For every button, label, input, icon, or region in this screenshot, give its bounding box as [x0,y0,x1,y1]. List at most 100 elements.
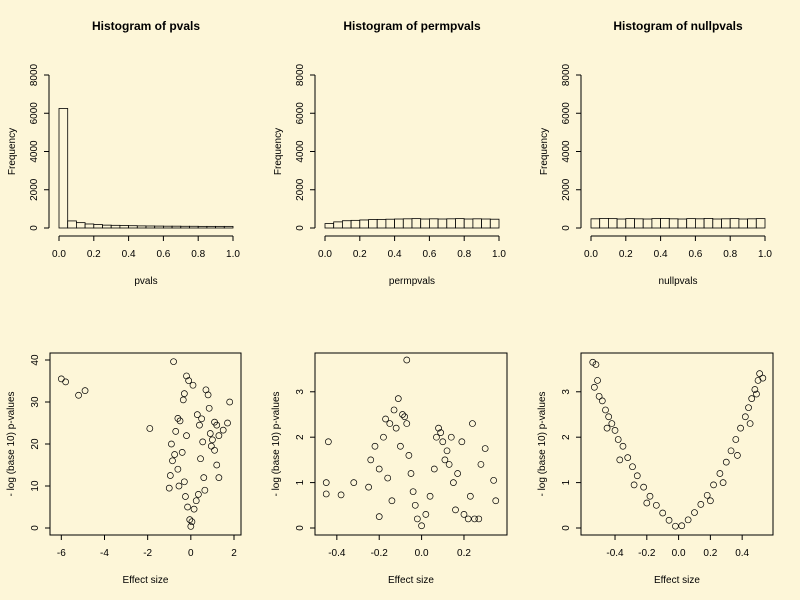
data-point [176,417,184,425]
x-axis: 0.0 0.2 0.4 0.6 0.8 1.0 [318,235,506,260]
data-point [722,458,730,466]
data-point [174,465,182,473]
x-axis-label: Effect size [123,575,169,586]
data-point [197,455,204,463]
data-point [199,438,207,446]
x-tick-label: 1.0 [758,249,772,260]
x-tick-label: 0.2 [457,548,471,559]
bar [333,221,343,229]
y-tick-label: 40 [30,354,41,366]
data-point [165,484,173,492]
data-point [325,438,332,446]
bar [162,225,173,229]
bar [84,223,95,229]
bar [136,225,147,229]
data-point [183,432,190,439]
data-point [179,396,187,404]
bar [437,218,448,229]
bar [376,218,387,229]
data-point [375,465,383,473]
data-point [605,413,613,421]
data-point [450,479,457,486]
bar [411,218,422,229]
data-point [447,433,455,441]
x-tick-label: 0 [188,548,194,559]
x-axis: -6 -4 -2 0 2 [57,535,237,559]
bar [197,225,208,229]
bar [677,218,688,229]
y-tick-label: 20 [30,438,41,450]
data-point [659,509,667,517]
bar [747,218,757,229]
bar [651,218,662,229]
y-tick-label: 0 [29,225,40,231]
bar [394,218,404,229]
bar [341,220,352,229]
y-tick-label: 8000 [561,63,572,86]
data-point [175,482,183,490]
data-point [422,511,430,518]
data-point [727,447,735,455]
data-point [219,426,227,434]
data-point [603,424,611,432]
data-point [443,447,451,455]
x-tick-label: -2 [143,548,152,559]
bar [385,218,395,229]
y-tick-label: 4000 [295,140,306,163]
data-point [652,501,660,509]
data-point [734,452,741,459]
data-point [481,445,489,452]
chart-title: Histogram of permpvals [343,19,481,33]
data-point [209,436,216,444]
data-point [691,509,698,516]
bar [93,224,103,229]
data-point [81,387,89,395]
data-point [608,420,616,427]
bar [189,225,199,229]
data-point [195,491,202,498]
data-point [737,424,744,432]
data-point [181,390,188,397]
x-axis: -0.4 -0.2 0.0 0.2 [328,535,471,559]
data-point [211,446,218,454]
data-point [611,427,619,434]
data-point [405,452,413,459]
x-tick-label: 0.2 [353,249,367,260]
y-tick-label: 3 [561,389,572,395]
bar [102,224,112,229]
data-point [172,428,180,435]
bar [206,225,216,229]
data-point [414,515,421,523]
data-point [205,404,213,412]
x-tick-label: -0.2 [638,548,656,559]
data-point [469,420,476,427]
data-point [388,497,396,505]
data-point [672,522,679,530]
data-point [592,361,600,368]
x-tick-label: 0.8 [457,249,471,260]
data-point [753,390,760,398]
y-axis: 0 2000 4000 6000 8000 [29,63,50,231]
x-tick-label: 0.2 [619,249,633,260]
data-point [224,419,231,427]
bar [154,225,164,229]
x-tick-label: -0.4 [328,548,346,559]
data-point [684,516,692,524]
data-point [62,378,69,386]
y-tick-label: 2 [561,434,572,440]
y-axis-label: Frequency [539,128,550,175]
bar [463,218,474,229]
data-point [57,375,65,383]
data-point [719,479,727,486]
data-point [629,463,636,471]
data-point [75,391,82,399]
chart-title: Histogram of pvals [92,19,200,33]
bar [481,218,491,229]
points [322,356,500,530]
y-tick-label: 6000 [561,102,572,125]
bar [590,218,601,229]
y-tick-label: 6000 [295,102,306,125]
y-tick-label: 0 [295,225,306,231]
data-point [184,503,191,511]
x-tick-label: -4 [100,548,109,559]
